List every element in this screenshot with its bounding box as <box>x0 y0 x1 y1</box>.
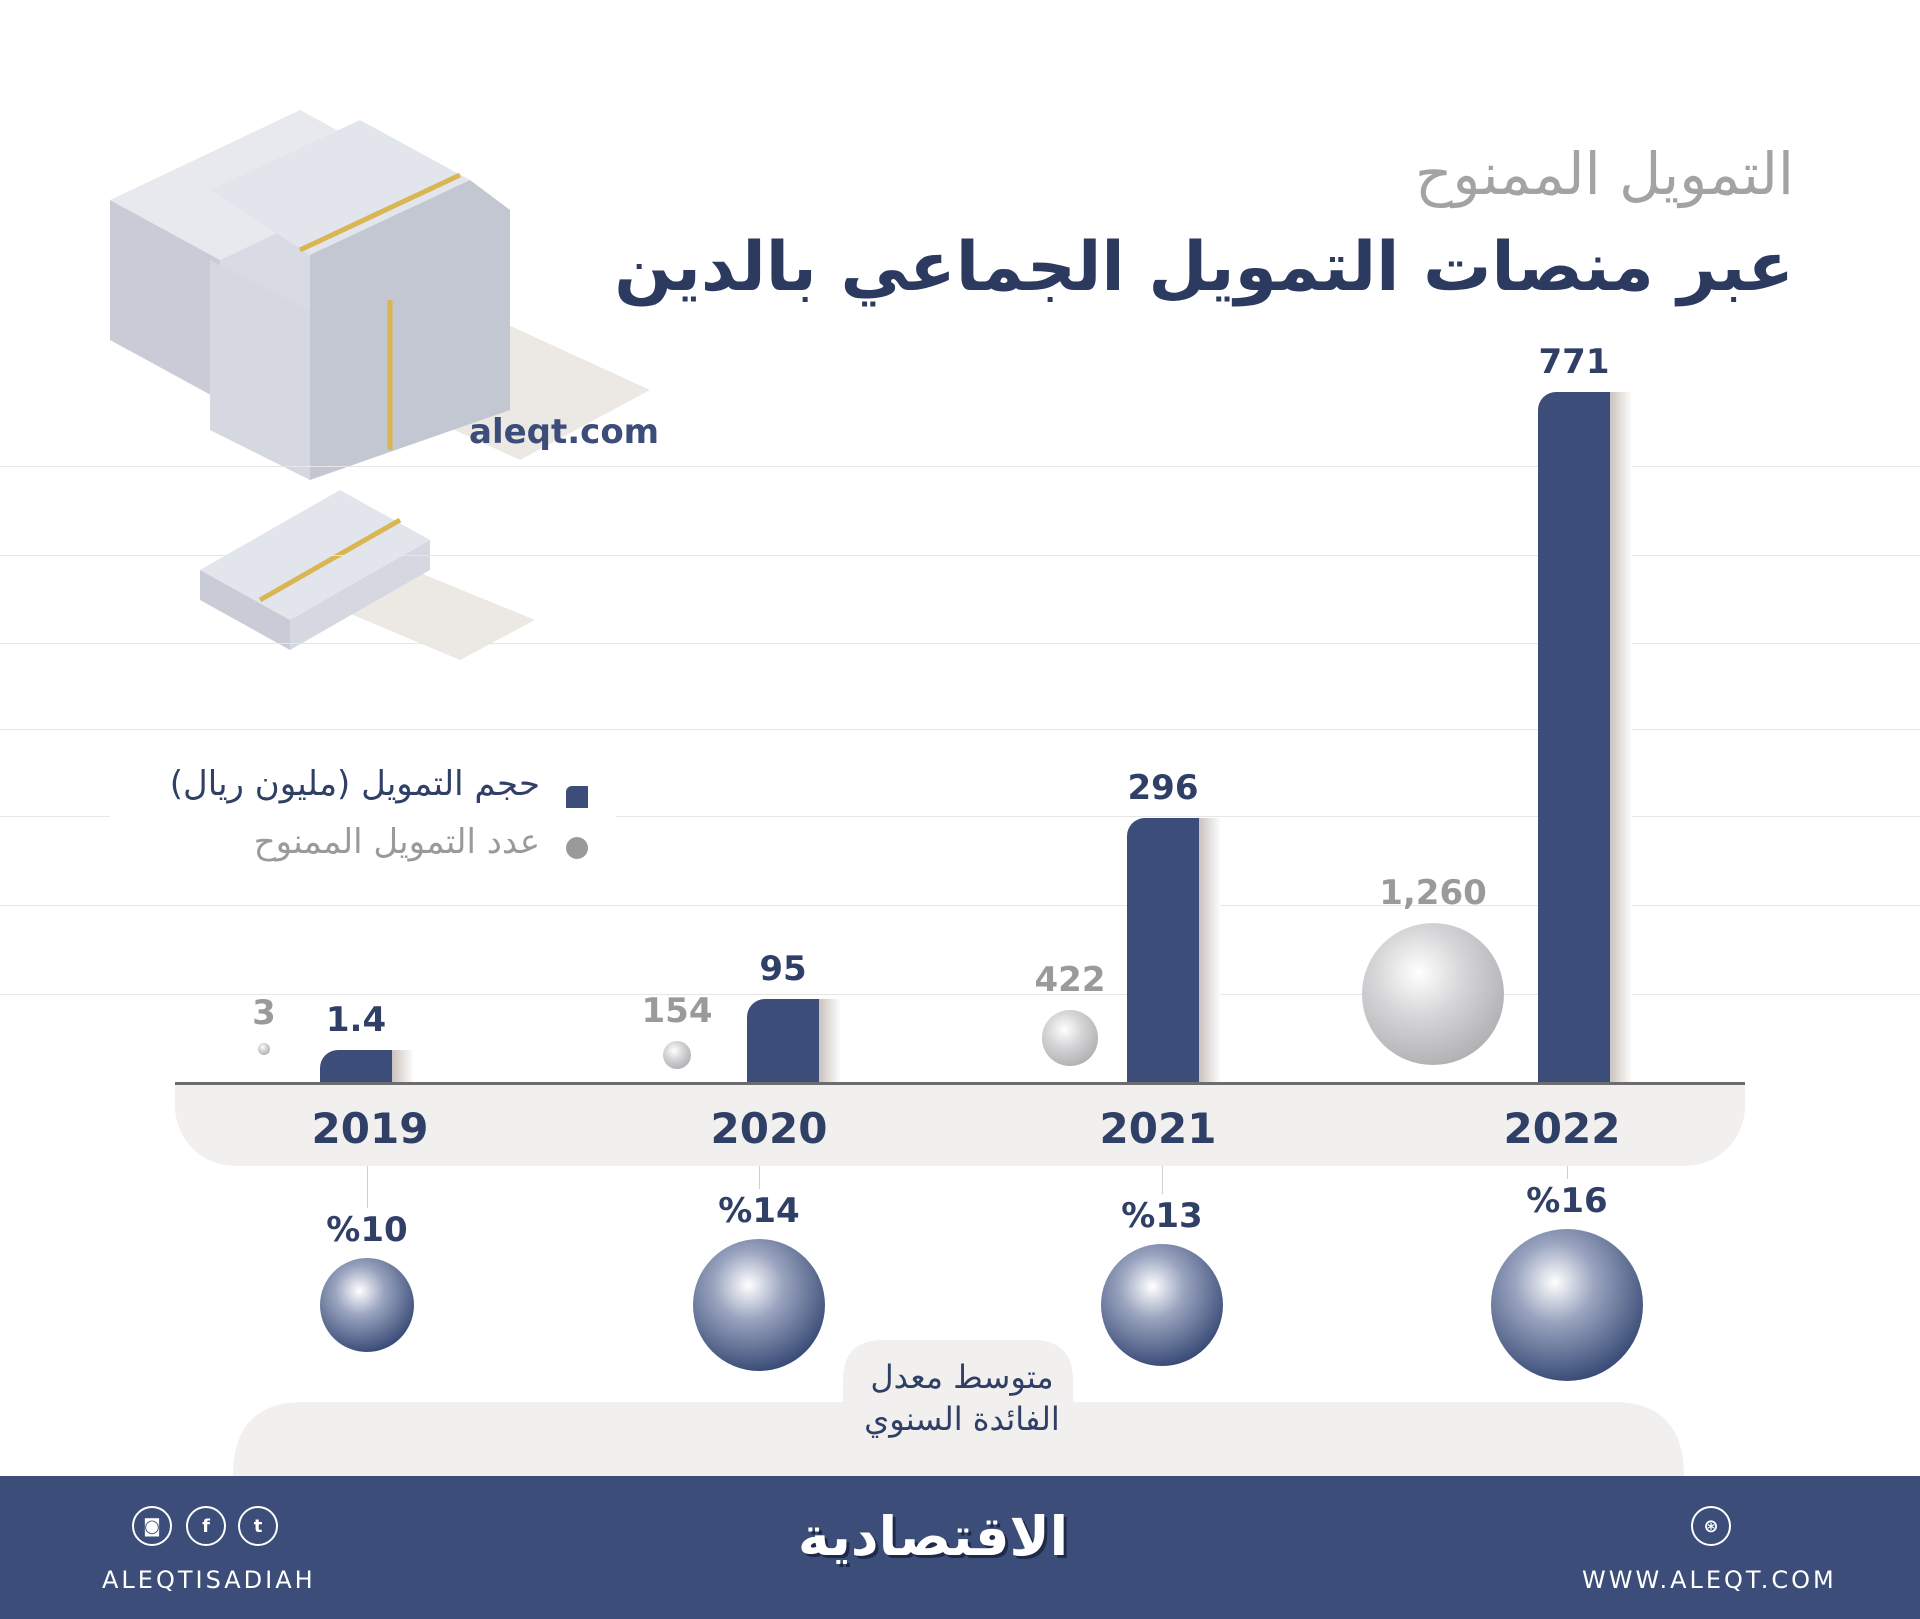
bar-value-label: 296 <box>1127 768 1199 809</box>
legend-label-volume: حجم التمويل (مليون ريال) <box>169 764 540 804</box>
bar-2022 <box>1538 392 1610 1084</box>
social-handle: ALEQTISADIAH <box>102 1566 316 1594</box>
gridline <box>0 994 1920 995</box>
interest-value-label: %13 <box>1121 1196 1203 1236</box>
count-bubble-2020 <box>663 1041 691 1069</box>
count-bubble-2019 <box>257 1042 271 1056</box>
dribbble-icon[interactable]: ⊛ <box>1691 1506 1731 1546</box>
connector-line <box>1162 1166 1163 1194</box>
website-link[interactable]: WWW.ALEQT.COM <box>1582 1566 1837 1594</box>
bar-shadow <box>1199 818 1221 1084</box>
interest-sphere-2022 <box>1491 1229 1643 1381</box>
bar-value-label: 95 <box>759 948 807 989</box>
legend-square-marker <box>566 786 588 808</box>
year-strip <box>175 1084 1745 1166</box>
count-value-label: 3 <box>252 992 276 1033</box>
twitter-icon[interactable]: t <box>238 1506 278 1546</box>
connector-line <box>367 1166 368 1208</box>
connector-line <box>1567 1166 1568 1179</box>
interest-value-label: %16 <box>1526 1181 1608 1221</box>
interest-value-label: %14 <box>718 1191 800 1231</box>
bar-shadow <box>1610 392 1632 1084</box>
interest-note: متوسط معدل الفائدة السنوي <box>812 1356 1112 1440</box>
count-value-label: 422 <box>1034 960 1106 1001</box>
logo: الاقتصادية <box>797 1505 1069 1568</box>
year-label-2020: 2020 <box>710 1104 828 1153</box>
bar-2021 <box>1127 818 1199 1084</box>
gridline <box>0 816 1920 817</box>
interest-note-line1: متوسط معدل <box>870 1358 1054 1396</box>
connector-line <box>759 1166 760 1189</box>
money-stacks-illustration <box>110 110 650 660</box>
legend <box>110 760 616 870</box>
interest-sphere-2020 <box>693 1239 825 1371</box>
bar-value-label: 771 <box>1538 342 1610 382</box>
x-axis <box>175 1082 1745 1085</box>
bar-value-label: 1.4 <box>325 1000 387 1040</box>
site-watermark: aleqt.com <box>469 412 660 452</box>
title-line1: التمويل الممنوح <box>1414 140 1794 208</box>
gridline <box>0 643 1920 644</box>
year-label-2019: 2019 <box>311 1104 429 1153</box>
interest-note-line2: الفائدة السنوي <box>864 1400 1060 1438</box>
bar-shadow <box>392 1050 414 1084</box>
gridline <box>0 555 1920 556</box>
year-label-2021: 2021 <box>1099 1104 1217 1153</box>
interest-note-background <box>233 1340 1684 1476</box>
instagram-icon[interactable]: ◙ <box>132 1506 172 1546</box>
legend-circle-marker <box>566 837 588 859</box>
count-value-label: 1,260 <box>1379 873 1487 913</box>
count-bubble-2022 <box>1362 923 1504 1065</box>
legend-label-count: عدد التمويل الممنوح <box>253 822 540 862</box>
gridline <box>0 729 1920 730</box>
year-label-2022: 2022 <box>1503 1104 1621 1153</box>
interest-value-label: %10 <box>326 1210 408 1250</box>
bar-2019 <box>320 1050 392 1084</box>
gridline <box>0 905 1920 906</box>
title-line2: عبر منصات التمويل الجماعي بالدين <box>614 228 1794 307</box>
bar-2020 <box>747 998 819 1084</box>
facebook-icon[interactable]: f <box>186 1506 226 1546</box>
footer <box>0 1476 1920 1619</box>
count-bubble-2021 <box>1042 1010 1098 1066</box>
bar-shadow <box>819 998 841 1084</box>
interest-sphere-2021 <box>1101 1244 1223 1366</box>
count-value-label: 154 <box>641 991 713 1032</box>
gridline <box>0 466 1920 467</box>
interest-sphere-2019 <box>320 1258 414 1352</box>
